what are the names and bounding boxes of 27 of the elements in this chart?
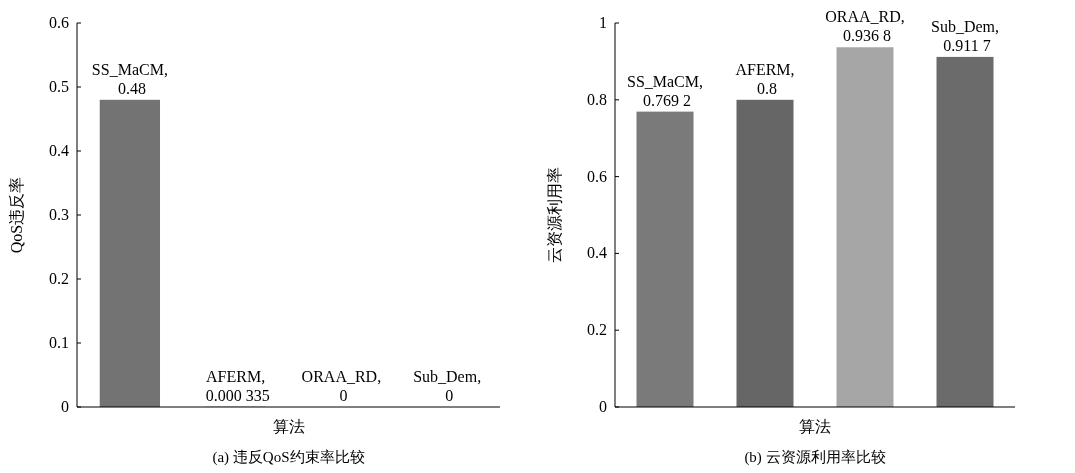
y-tick-label: 0.5 <box>49 78 69 95</box>
y-tick-label: 0.3 <box>49 206 69 223</box>
x-axis-title: 算法 <box>799 418 831 435</box>
y-tick-label: 0.6 <box>587 167 607 185</box>
y-tick-label: 0.8 <box>587 90 607 108</box>
data-label: Sub_Dem, 0.911 7 <box>931 17 999 54</box>
y-tick-label: 0.6 <box>49 14 69 31</box>
data-label: Sub_Dem, 0 <box>413 368 482 404</box>
text: (b) 云资源利用率比较 <box>744 449 886 466</box>
y-tick-label: 0 <box>61 398 69 415</box>
data-label: AFERM, 0.8 <box>735 60 795 97</box>
data-label: ORAA_RD, 0.936 8 <box>825 8 905 45</box>
y-tick-label: 0.4 <box>49 142 69 159</box>
y-tick-label: 0.4 <box>587 244 607 262</box>
text: (a) 违反QoS约束率比较 <box>212 449 365 466</box>
y-tick-label: 1 <box>599 14 607 31</box>
y-tick-label: 0.1 <box>49 334 69 351</box>
data-label: SS_MaCM, 0.48 <box>91 60 168 97</box>
y-tick-label: 0.2 <box>49 270 69 287</box>
x-axis-title: 算法 <box>272 418 305 435</box>
y-tick-label: 0.2 <box>587 321 607 339</box>
y-tick-label: 0 <box>599 398 607 415</box>
data-label: SS_MaCM, 0.769 2 <box>626 72 704 109</box>
y-axis-title: QoS违反率 <box>8 176 25 254</box>
y-axis-title: 云资源利用率 <box>546 167 563 263</box>
data-label: AFERM, 0.000 335 <box>201 367 270 404</box>
data-label: ORAA_RD, 0 <box>301 368 382 404</box>
